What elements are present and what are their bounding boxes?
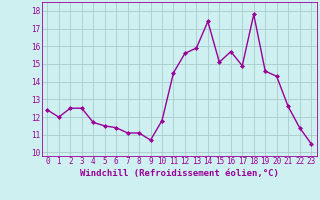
X-axis label: Windchill (Refroidissement éolien,°C): Windchill (Refroidissement éolien,°C) xyxy=(80,169,279,178)
